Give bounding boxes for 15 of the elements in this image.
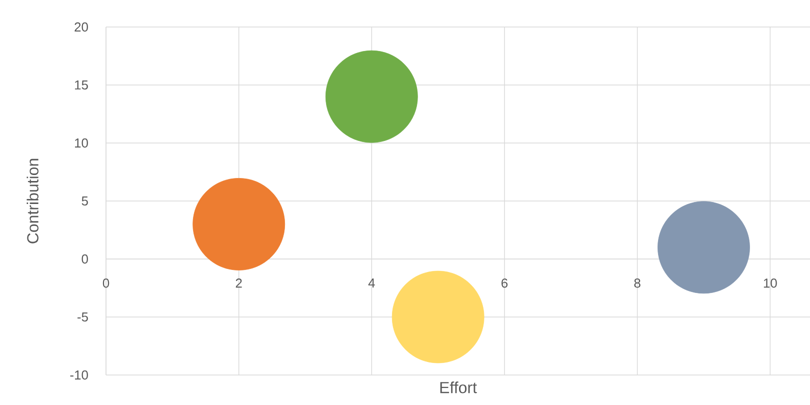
y-tick-label: 15 [75,80,88,90]
x-tick-label: 0 [102,278,110,288]
x-tick-label: 2 [236,278,242,288]
y-tick-label: 5 [82,196,88,206]
x-axis-title: Effort [440,382,477,394]
x-tick-label: 8 [634,278,640,288]
y-tick-label: 0 [82,254,88,264]
y-tick-label: 20 [74,22,88,32]
x-tick-label: 10 [764,278,777,288]
y-tick-label: 10 [75,138,88,148]
y-tick-label: -5 [78,312,88,322]
x-tick-label: 6 [502,278,508,288]
x-tick-label: 4 [368,278,375,288]
y-tick-label: -10 [70,370,88,380]
y-axis-title: Contribution [26,158,38,244]
